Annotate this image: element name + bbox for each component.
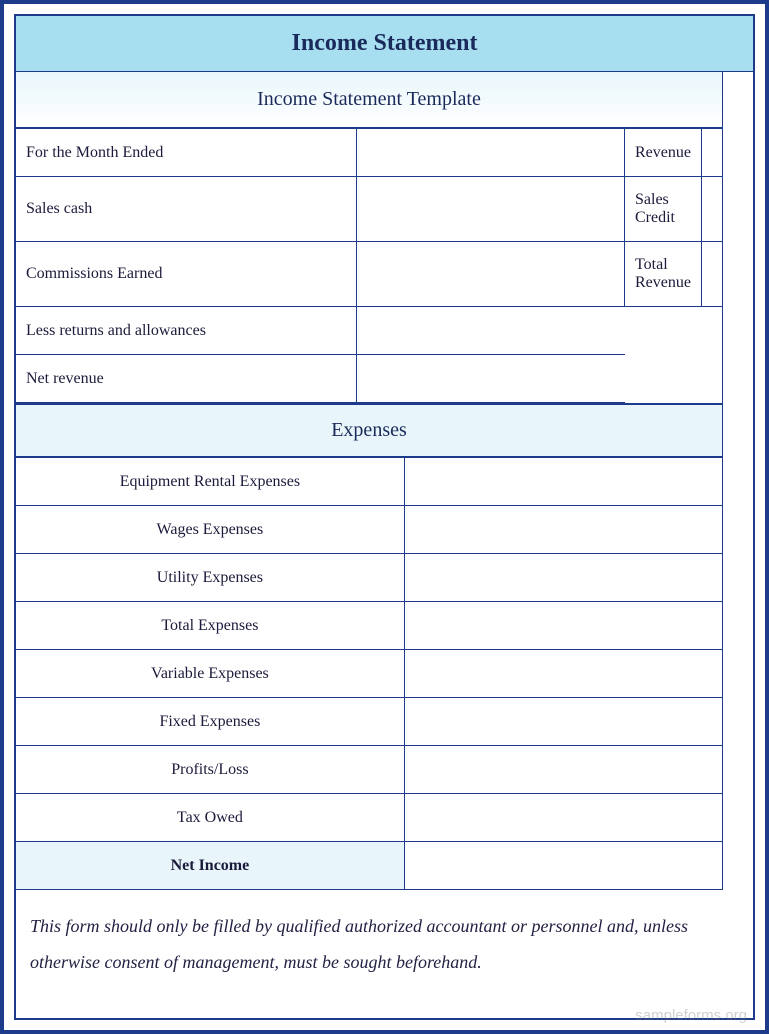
expenses-section: Expenses Equipment Rental Expenses Wages… <box>16 403 723 890</box>
sales-credit-value[interactable] <box>701 177 722 242</box>
expense-row: Fixed Expenses <box>16 698 722 746</box>
fixed-expenses-label: Fixed Expenses <box>16 698 404 746</box>
watermark: sampleforms.org <box>635 1007 747 1024</box>
tax-owed-value[interactable] <box>404 794 722 842</box>
total-revenue-value[interactable] <box>701 242 722 307</box>
revenue-value[interactable] <box>701 129 722 177</box>
wide-row: Net revenue <box>16 355 722 403</box>
sub-title: Income Statement Template <box>16 72 723 128</box>
expense-row: Variable Expenses <box>16 650 722 698</box>
wages-value[interactable] <box>404 506 722 554</box>
commissions-value[interactable] <box>357 242 625 307</box>
revenue-row: Sales cash Sales Credit <box>16 177 722 242</box>
footer-note: This form should only be filled by quali… <box>16 890 753 990</box>
variable-expenses-label: Variable Expenses <box>16 650 404 698</box>
wide-row: Less returns and allowances <box>16 307 722 355</box>
equipment-rental-label: Equipment Rental Expenses <box>16 458 404 506</box>
net-revenue-value[interactable] <box>357 355 625 403</box>
less-returns-label: Less returns and allowances <box>16 307 357 355</box>
expense-row: Total Expenses <box>16 602 722 650</box>
less-returns-value[interactable] <box>357 307 625 355</box>
expense-row: Wages Expenses <box>16 506 722 554</box>
fixed-expenses-value[interactable] <box>404 698 722 746</box>
net-revenue-label: Net revenue <box>16 355 357 403</box>
month-ended-value[interactable] <box>357 129 625 177</box>
expenses-header: Expenses <box>16 403 722 457</box>
revenue-table: For the Month Ended Revenue Sales cash S… <box>16 128 722 403</box>
net-income-label: Net Income <box>16 842 404 890</box>
net-income-value[interactable] <box>404 842 722 890</box>
revenue-row: For the Month Ended Revenue <box>16 129 722 177</box>
utility-label: Utility Expenses <box>16 554 404 602</box>
sales-cash-value[interactable] <box>357 177 625 242</box>
total-expenses-label: Total Expenses <box>16 602 404 650</box>
wages-label: Wages Expenses <box>16 506 404 554</box>
outer-frame: Income Statement Income Statement Templa… <box>0 0 769 1034</box>
sales-credit-label: Sales Credit <box>625 177 702 242</box>
expense-row: Equipment Rental Expenses <box>16 458 722 506</box>
month-ended-label: For the Month Ended <box>16 129 357 177</box>
revenue-section: For the Month Ended Revenue Sales cash S… <box>16 128 723 403</box>
net-income-row: Net Income <box>16 842 722 890</box>
total-expenses-value[interactable] <box>404 602 722 650</box>
sales-cash-label: Sales cash <box>16 177 357 242</box>
tax-owed-label: Tax Owed <box>16 794 404 842</box>
expenses-table: Equipment Rental Expenses Wages Expenses… <box>16 457 722 890</box>
profits-loss-value[interactable] <box>404 746 722 794</box>
expense-row: Tax Owed <box>16 794 722 842</box>
main-title: Income Statement <box>16 16 753 72</box>
profits-loss-label: Profits/Loss <box>16 746 404 794</box>
utility-value[interactable] <box>404 554 722 602</box>
commissions-label: Commissions Earned <box>16 242 357 307</box>
revenue-row: Commissions Earned Total Revenue <box>16 242 722 307</box>
equipment-rental-value[interactable] <box>404 458 722 506</box>
expense-row: Profits/Loss <box>16 746 722 794</box>
total-revenue-label: Total Revenue <box>625 242 702 307</box>
inner-frame: Income Statement Income Statement Templa… <box>14 14 755 1020</box>
expense-row: Utility Expenses <box>16 554 722 602</box>
revenue-label: Revenue <box>625 129 702 177</box>
variable-expenses-value[interactable] <box>404 650 722 698</box>
